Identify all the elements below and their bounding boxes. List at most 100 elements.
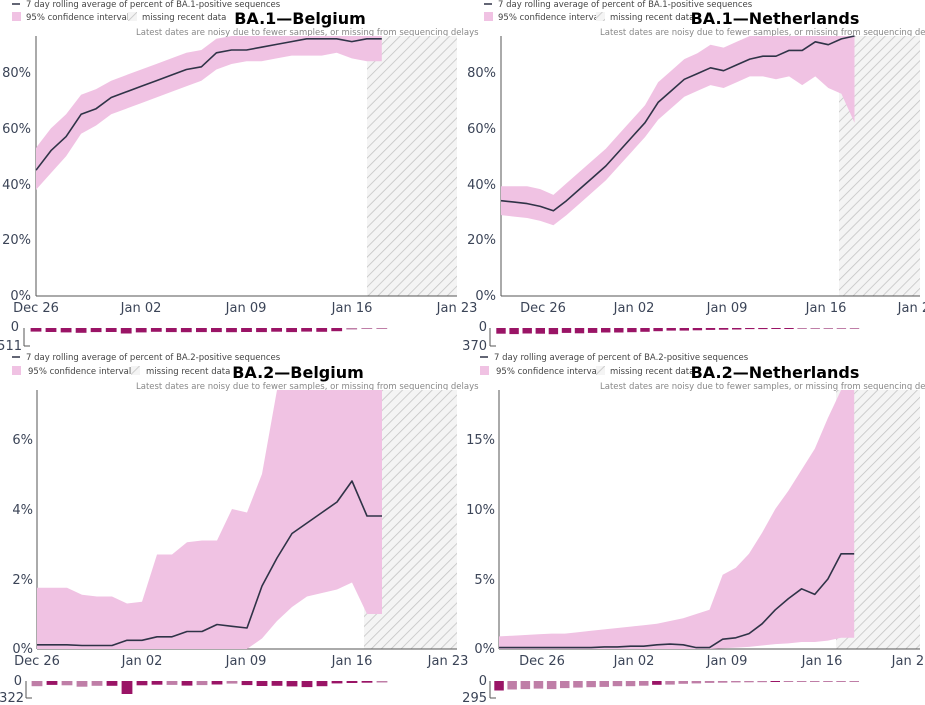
legend-line-label: 7 day rolling average of percent of BA.2… bbox=[494, 353, 749, 363]
y-tick-label: 0% bbox=[475, 289, 496, 304]
sample-count-bar bbox=[627, 328, 637, 333]
legend-ci-label: 95% confidence interval bbox=[498, 13, 601, 23]
sample-count-bar bbox=[732, 328, 742, 330]
sample-count-bar bbox=[758, 328, 768, 330]
count-max-label: 0 bbox=[11, 320, 19, 335]
sample-count-strip: 0 322 bbox=[0, 674, 32, 705]
sample-count-bar bbox=[692, 328, 703, 331]
legend: 7 day rolling average of percent of BA.2… bbox=[12, 353, 281, 377]
sample-count-bar bbox=[640, 328, 650, 332]
sample-count-bar bbox=[573, 681, 583, 688]
y-tick-label: 0% bbox=[12, 642, 33, 657]
chart-title: BA.2—Netherlands bbox=[691, 363, 860, 382]
series-group bbox=[496, 35, 860, 335]
sample-count-bar bbox=[533, 681, 544, 689]
sample-count-bar bbox=[823, 681, 833, 682]
confidence-band bbox=[499, 390, 855, 649]
count-min-label: 295 bbox=[462, 691, 487, 705]
rolling-average-line bbox=[500, 35, 855, 212]
x-tick-label: Jan 23 bbox=[436, 301, 478, 316]
sample-count-bar bbox=[823, 328, 833, 329]
count-max-label: 0 bbox=[479, 674, 487, 689]
sample-count-bar bbox=[151, 681, 163, 685]
legend-ci-label: 95% confidence interval bbox=[496, 367, 599, 377]
noisy-note: Latest dates are noisy due to fewer samp… bbox=[136, 28, 479, 38]
sample-count-bar bbox=[211, 328, 222, 333]
sample-count-bar bbox=[704, 681, 715, 683]
sample-count-bar bbox=[30, 328, 42, 332]
sample-count-bar bbox=[75, 328, 87, 333]
legend-ci-swatch bbox=[12, 12, 21, 21]
sample-count-bar bbox=[226, 681, 238, 684]
sample-count-bar bbox=[181, 681, 193, 686]
sample-count-bar bbox=[286, 681, 298, 687]
chart-marks bbox=[30, 35, 860, 694]
sample-count-bar bbox=[665, 681, 675, 685]
sample-count-bar bbox=[271, 681, 283, 686]
sample-count-bar bbox=[331, 681, 343, 684]
x-tick-label: Jan 02 bbox=[613, 654, 655, 669]
sample-count-bar bbox=[770, 681, 780, 682]
sample-count-bar bbox=[135, 328, 147, 333]
sample-count-bar bbox=[691, 681, 702, 684]
y-tick-label: 2% bbox=[12, 573, 33, 588]
legend-ci-swatch bbox=[12, 366, 21, 375]
noisy-note: Latest dates are noisy due to fewer samp… bbox=[600, 382, 925, 392]
panel-ba1-netherlands: 7 day rolling average of percent of BA.1… bbox=[462, 0, 925, 354]
x-axis: Dec 26 Jan 02 Jan 09 Jan 16 Jan 23 bbox=[14, 648, 469, 669]
y-tick-label: 60% bbox=[467, 122, 496, 137]
legend-ci-label: 95% confidence interval bbox=[26, 13, 129, 23]
sample-count-bar bbox=[91, 681, 103, 686]
sample-count-bar bbox=[376, 681, 388, 683]
sample-count-bar bbox=[522, 328, 532, 334]
sample-count-bar bbox=[587, 328, 598, 333]
legend-ci-swatch bbox=[484, 12, 493, 21]
x-tick-label: Jan 02 bbox=[120, 301, 162, 316]
sample-count-bar bbox=[718, 328, 729, 330]
chart-title: BA.1—Belgium bbox=[234, 9, 366, 28]
sample-count-bar bbox=[717, 681, 728, 683]
y-tick-label: 5% bbox=[474, 573, 495, 588]
legend-missing-label: missing recent data bbox=[610, 367, 694, 377]
sample-count-bar bbox=[745, 328, 755, 330]
legend-missing-swatch bbox=[596, 12, 605, 21]
noisy-note: Latest dates are noisy due to fewer samp… bbox=[136, 382, 479, 392]
x-tick-label: Jan 23 bbox=[427, 654, 469, 669]
missing-data-region bbox=[367, 36, 457, 296]
sample-count-bar bbox=[196, 328, 207, 333]
legend-missing-label: missing recent data bbox=[146, 367, 230, 377]
legend-missing-label: missing recent data bbox=[610, 13, 694, 23]
y-tick-label: 40% bbox=[467, 178, 496, 193]
count-max-label: 0 bbox=[14, 674, 22, 689]
sample-count-bar bbox=[731, 681, 741, 683]
x-tick-label: Dec 26 bbox=[520, 301, 566, 316]
y-tick-label: 60% bbox=[2, 122, 31, 137]
legend: 7 day rolling average of percent of BA.2… bbox=[480, 353, 749, 377]
sample-count-bar bbox=[561, 328, 572, 333]
chart-title: BA.2—Belgium bbox=[232, 363, 364, 382]
sample-count-strip: 0 295 bbox=[462, 674, 496, 705]
x-tick-label: Jan 02 bbox=[121, 654, 163, 669]
sample-count-bar bbox=[679, 328, 689, 331]
x-tick-label: Jan 16 bbox=[801, 654, 843, 669]
y-tick-label: 40% bbox=[2, 178, 31, 193]
sample-count-bar bbox=[31, 681, 43, 687]
legend-ci-swatch bbox=[480, 366, 489, 375]
sample-count-bar bbox=[535, 328, 545, 334]
series-group bbox=[30, 36, 388, 334]
series-group bbox=[494, 390, 859, 691]
x-tick-label: Jan 09 bbox=[225, 301, 267, 316]
sample-count-bar bbox=[60, 328, 72, 333]
sample-count-bar bbox=[507, 681, 517, 690]
sample-count-bar bbox=[810, 328, 820, 329]
sample-count-bar bbox=[105, 328, 117, 332]
sample-count-bar bbox=[705, 328, 716, 330]
legend-missing-label: missing recent data bbox=[142, 13, 226, 23]
x-tick-label: Jan 16 bbox=[805, 301, 847, 316]
legend-missing-swatch bbox=[131, 366, 140, 375]
sample-count-bar bbox=[120, 328, 132, 334]
x-tick-label: Dec 26 bbox=[14, 654, 60, 669]
sample-count-bar bbox=[150, 328, 162, 332]
sample-count-bar bbox=[226, 328, 237, 333]
